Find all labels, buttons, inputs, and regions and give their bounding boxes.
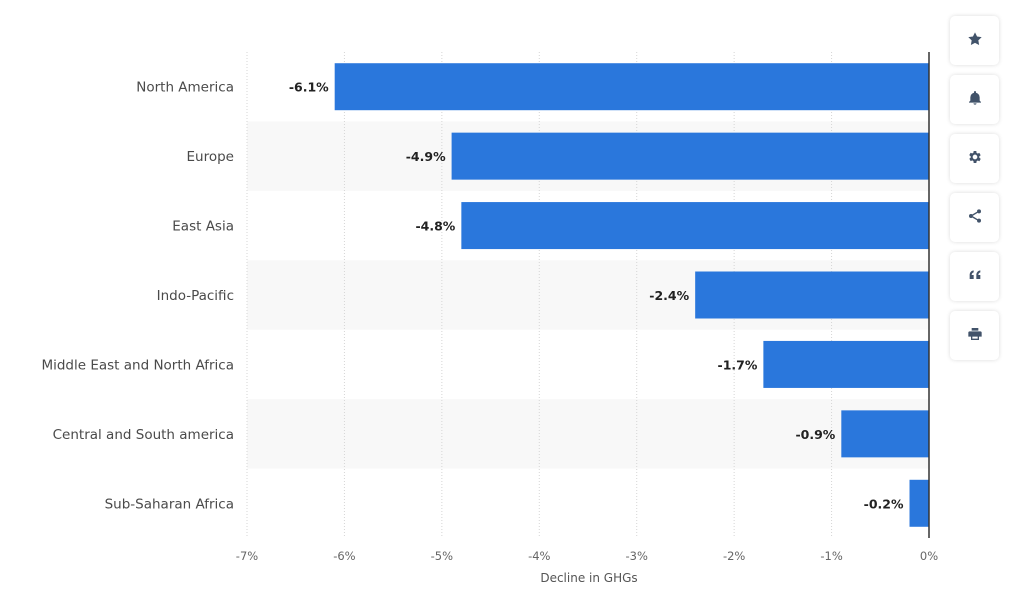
category-label: Central and South america bbox=[53, 427, 234, 443]
category-label: Indo-Pacific bbox=[157, 288, 234, 304]
print-icon bbox=[967, 326, 983, 346]
bar[interactable] bbox=[695, 271, 929, 319]
data-label: -4.9% bbox=[406, 149, 446, 164]
bar[interactable] bbox=[461, 202, 929, 250]
x-tick-label: -3% bbox=[626, 549, 648, 563]
x-tick-label: -4% bbox=[528, 549, 550, 563]
category-label: Middle East and North Africa bbox=[41, 357, 234, 373]
x-tick-label: -7% bbox=[236, 549, 258, 563]
x-tick-label: -2% bbox=[723, 549, 745, 563]
print-button[interactable] bbox=[950, 311, 999, 360]
data-label: -0.9% bbox=[795, 427, 835, 442]
data-label: -1.7% bbox=[718, 357, 758, 372]
data-label: -2.4% bbox=[649, 288, 689, 303]
data-label: -0.2% bbox=[864, 496, 904, 511]
category-label: North America bbox=[136, 80, 234, 96]
share-icon bbox=[967, 208, 983, 228]
chart-toolbar bbox=[950, 16, 999, 370]
bar[interactable] bbox=[334, 63, 930, 111]
quote-icon bbox=[967, 267, 983, 287]
category-label: Europe bbox=[187, 149, 234, 165]
star-icon bbox=[967, 31, 983, 51]
cite-button[interactable] bbox=[950, 252, 999, 301]
gear-icon bbox=[967, 149, 983, 169]
bell-icon bbox=[967, 90, 983, 110]
bar[interactable] bbox=[909, 479, 929, 527]
x-axis-title: Decline in GHGs bbox=[540, 571, 637, 585]
bar[interactable] bbox=[841, 410, 929, 458]
share-button[interactable] bbox=[950, 193, 999, 242]
favorite-button[interactable] bbox=[950, 16, 999, 65]
category-label: East Asia bbox=[172, 219, 234, 235]
category-label: Sub-Saharan Africa bbox=[105, 496, 234, 512]
settings-button[interactable] bbox=[950, 134, 999, 183]
x-tick-label: -1% bbox=[820, 549, 842, 563]
bar[interactable] bbox=[763, 340, 929, 388]
data-label: -6.1% bbox=[289, 80, 329, 95]
row-band bbox=[247, 399, 929, 469]
bar[interactable] bbox=[451, 132, 929, 180]
x-tick-label: -5% bbox=[431, 549, 453, 563]
notification-button[interactable] bbox=[950, 75, 999, 124]
bar-chart: North America -6.1% Europe -4.9% East Asia -4… bbox=[41, 52, 938, 585]
x-tick-label: 0% bbox=[920, 549, 938, 563]
data-label: -4.8% bbox=[415, 219, 455, 234]
x-tick-label: -6% bbox=[333, 549, 355, 563]
